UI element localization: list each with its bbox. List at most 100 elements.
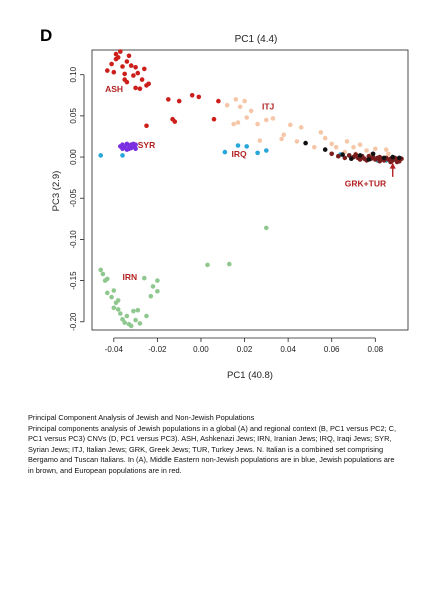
data-point — [244, 144, 249, 149]
data-point — [150, 284, 156, 289]
data-point — [235, 143, 241, 148]
y-axis: 0.10 0.05 0.00 -0.05 -0.10 -0.15 -0.20 — [69, 66, 85, 331]
data-point — [122, 320, 127, 325]
data-point — [113, 51, 119, 57]
data-point — [383, 147, 389, 152]
y-tick-label: -0.05 — [69, 189, 78, 208]
data-point — [98, 267, 103, 273]
data-point — [155, 289, 160, 294]
data-point — [105, 276, 110, 282]
data-point — [176, 98, 182, 104]
data-point — [344, 139, 350, 144]
data-point — [397, 155, 402, 161]
plot-frame — [91, 49, 409, 331]
y-tick-label: 0.10 — [69, 66, 78, 82]
data-point — [139, 77, 145, 82]
data-point — [227, 261, 232, 267]
data-point — [329, 151, 335, 157]
data-point — [118, 311, 123, 316]
data-point — [351, 144, 356, 150]
data-point — [342, 155, 348, 161]
data-point — [124, 79, 130, 85]
data-point — [189, 93, 195, 98]
y-tick-label: 0.05 — [69, 108, 78, 124]
data-point — [357, 142, 363, 147]
data-point — [105, 290, 110, 296]
data-point — [303, 140, 308, 146]
data-point — [329, 141, 335, 147]
data-point — [255, 150, 260, 156]
data-point — [394, 159, 400, 165]
data-point — [122, 71, 127, 77]
data-point — [216, 98, 221, 104]
data-point — [137, 86, 143, 91]
data-point — [237, 104, 243, 110]
data-point — [388, 159, 393, 165]
data-point — [126, 146, 132, 152]
data-point — [111, 69, 117, 75]
group-labels: ASH SYR ITJ IRQ IRN GRK+TUR — [105, 84, 386, 282]
data-point — [118, 49, 123, 54]
data-point — [105, 68, 110, 73]
data-point — [128, 63, 134, 68]
data-point — [131, 73, 136, 78]
data-point — [100, 271, 106, 277]
group-label: ITJ — [262, 101, 275, 111]
data-point — [124, 313, 130, 319]
data-point — [233, 97, 239, 102]
data-point — [333, 144, 339, 150]
arrow-head — [389, 162, 396, 169]
data-point — [235, 120, 241, 125]
data-point — [133, 146, 138, 152]
data-point — [196, 94, 202, 100]
data-point — [133, 142, 138, 147]
data-point — [146, 81, 151, 87]
data-point — [133, 85, 138, 91]
y-tick-label: -0.20 — [69, 312, 78, 331]
x-tick-label: 0.00 — [193, 345, 209, 354]
annotations — [389, 162, 396, 177]
panel-letter: D — [40, 26, 53, 45]
data-point — [257, 138, 263, 143]
x-tick-label: 0.08 — [368, 345, 384, 354]
data-point — [264, 117, 269, 123]
data-point — [135, 307, 141, 313]
data-point — [135, 70, 141, 76]
x-tick-label: -0.02 — [148, 345, 167, 354]
data-point — [155, 278, 160, 283]
data-point — [279, 136, 284, 142]
data-point — [124, 59, 130, 64]
x-tick-label: -0.04 — [105, 345, 124, 354]
data-point — [318, 130, 324, 135]
data-point — [312, 144, 317, 150]
data-point — [98, 153, 103, 158]
data-point — [264, 225, 269, 231]
data-point — [390, 154, 396, 160]
group-label: GRK+TUR — [345, 179, 386, 189]
data-point — [373, 146, 378, 152]
data-point — [126, 53, 132, 59]
data-point — [128, 142, 134, 147]
y-axis-label: PC3 (2.9) — [51, 171, 62, 212]
data-point — [142, 275, 147, 281]
data-point — [353, 152, 359, 157]
data-point — [244, 115, 249, 120]
y-tick-label: -0.15 — [69, 271, 78, 290]
chart-title: PC1 (4.4) — [234, 34, 278, 45]
group-label: IRN — [123, 272, 138, 282]
data-point — [340, 152, 345, 157]
data-point — [222, 149, 228, 155]
y-tick-label: 0.00 — [69, 149, 78, 165]
data-point — [231, 121, 236, 127]
data-point — [281, 132, 287, 138]
data-point — [131, 308, 136, 314]
data-point — [211, 116, 217, 122]
x-axis: -0.04 -0.02 0.00 0.02 0.04 0.06 0.08 — [105, 337, 384, 354]
data-point — [120, 146, 125, 152]
x-tick-label: 0.04 — [280, 345, 296, 354]
y-tick-label: -0.10 — [69, 230, 78, 249]
data-point — [111, 288, 117, 293]
data-point — [264, 148, 269, 153]
data-point — [224, 102, 230, 108]
